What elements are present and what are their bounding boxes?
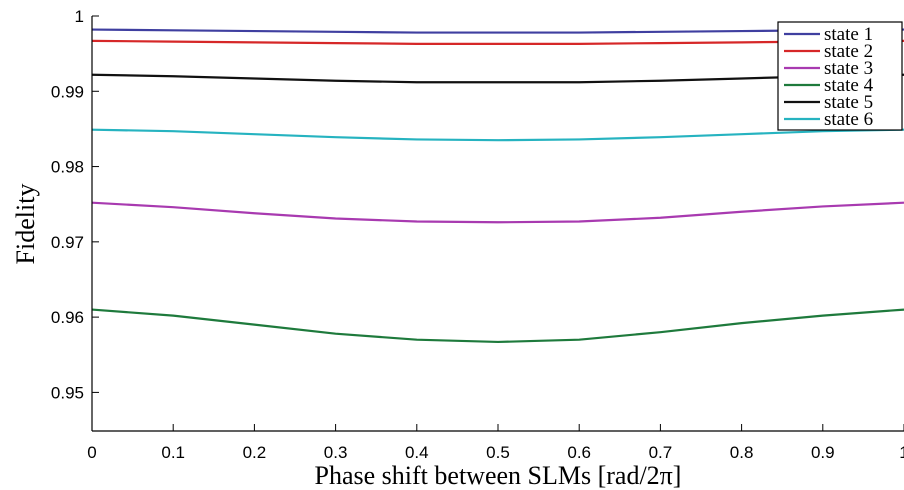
x-tick-label: 0.9 (811, 443, 835, 462)
legend-label: state 3 (824, 58, 873, 79)
series-line-3 (91, 201, 904, 224)
series-line-2 (91, 39, 904, 45)
series-line-5 (91, 73, 904, 84)
series-line-1 (91, 28, 904, 34)
x-tick-label: 0.4 (405, 443, 429, 462)
legend-label: state 4 (824, 75, 874, 96)
x-tick-label: 0.3 (324, 443, 348, 462)
legend-box (777, 21, 903, 131)
series-layer (91, 28, 904, 344)
y-axis-title: Fidelity (11, 184, 40, 265)
axes-layer (91, 15, 904, 432)
x-tick-label: 0.8 (730, 443, 754, 462)
y-tick-label: 1 (75, 7, 84, 26)
legend-label: state 1 (824, 24, 873, 45)
x-tick-label: 0.2 (243, 443, 267, 462)
x-tick-label: 1 (899, 443, 904, 462)
y-tick-label: 0.98 (51, 158, 84, 177)
x-tick-label: 0 (87, 443, 96, 462)
x-tick-label: 0.6 (567, 443, 591, 462)
legend-label: state 6 (824, 109, 873, 130)
x-axis-title: Phase shift between SLMs [rad/2π] (315, 461, 682, 490)
legend-label: state 5 (824, 92, 873, 113)
series-line-6 (91, 128, 904, 142)
x-tick-label: 0.5 (486, 443, 510, 462)
x-tick-label: 0.7 (649, 443, 673, 462)
tick-labels: 0 0.1 0.2 0.3 0.4 0.5 0.6 0.7 0.8 0.9 1 0.95 0.96 0.9… (51, 7, 904, 462)
y-tick-label: 0.97 (51, 233, 84, 252)
series-line-4 (91, 308, 904, 344)
y-tick-label: 0.96 (51, 308, 84, 327)
y-tick-label: 0.99 (51, 82, 84, 101)
x-tick-label: 0.1 (161, 443, 185, 462)
y-tick-label: 0.95 (51, 383, 84, 402)
legend-label: state 2 (824, 41, 873, 62)
